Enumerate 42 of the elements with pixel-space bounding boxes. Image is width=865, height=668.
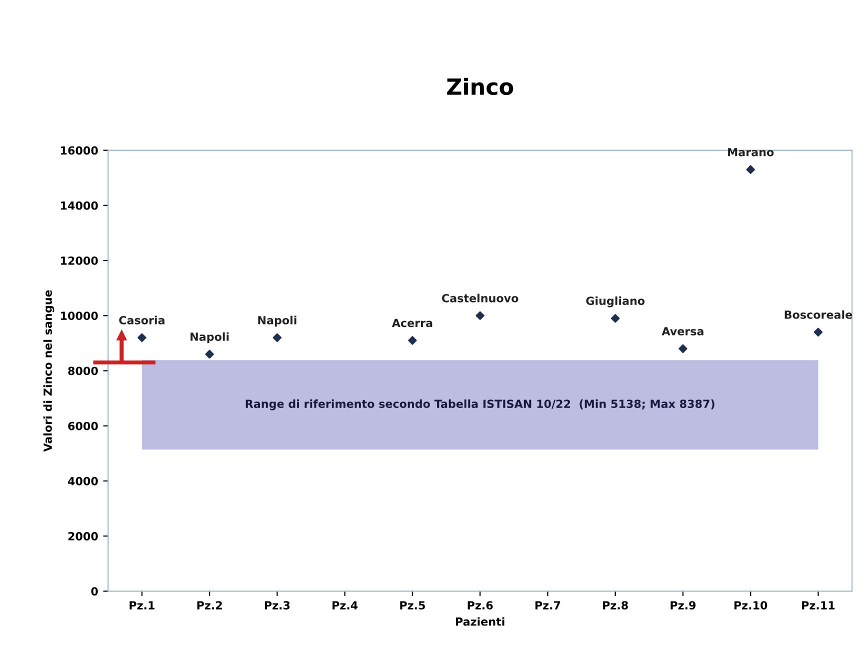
point (138, 333, 146, 342)
y-tick-label: 4000 (68, 476, 98, 486)
x-tick-label: Pz.6 (468, 601, 493, 610)
x-tick-label: Pz.10 (734, 601, 768, 610)
band-label: Range di riferimento secondo Tabella ISTISAN 10/22 (Min 5138; Max 8387) (246, 399, 714, 410)
y-axis-title: Valori di Zinco nel sangue (43, 290, 54, 452)
point (814, 328, 823, 337)
y-tick-label: 6000 (68, 422, 98, 430)
point (205, 350, 214, 359)
annotation: Giugliano (586, 296, 645, 308)
annotation: Napoli (258, 316, 296, 327)
y-tick-label: 14000 (61, 201, 98, 210)
annotation: Napoli (190, 332, 229, 344)
y-tick-label: 2000 (68, 532, 98, 540)
point (408, 336, 417, 345)
point (610, 314, 620, 323)
point (272, 333, 282, 342)
x-axis-title: Pazienti (456, 617, 504, 626)
y-tick-label: 0 (91, 587, 98, 596)
y-tick-label: 10000 (61, 312, 98, 320)
point (746, 165, 755, 174)
x-tick-label: Pz.2 (197, 601, 222, 610)
annotation: Castelnuovo (442, 294, 518, 302)
x-tick-label: Pz.9 (670, 601, 696, 610)
chart-title: Zinco (447, 78, 514, 96)
x-tick-label: Pz.8 (603, 601, 628, 610)
x-tick-label: Pz.5 (400, 601, 425, 610)
y-tick-label: 12000 (61, 256, 98, 265)
x-tick-label: Pz.1 (130, 601, 154, 610)
annotation: Acerra (392, 318, 432, 328)
y-tick-label: 8000 (68, 366, 98, 376)
point (476, 311, 484, 320)
x-tick-label: Pz.3 (264, 601, 290, 610)
x-tick-label: Pz.7 (535, 601, 560, 610)
x-tick-label: Pz.11 (802, 601, 835, 610)
annotation: Aversa (662, 327, 704, 336)
annotation: Boscoreale (784, 310, 852, 319)
x-tick-label: Pz.4 (332, 601, 358, 610)
annotation: Marano (728, 148, 774, 156)
annotation: Casoria (119, 316, 164, 324)
y-tick-label: 16000 (61, 146, 98, 155)
point (678, 344, 688, 354)
